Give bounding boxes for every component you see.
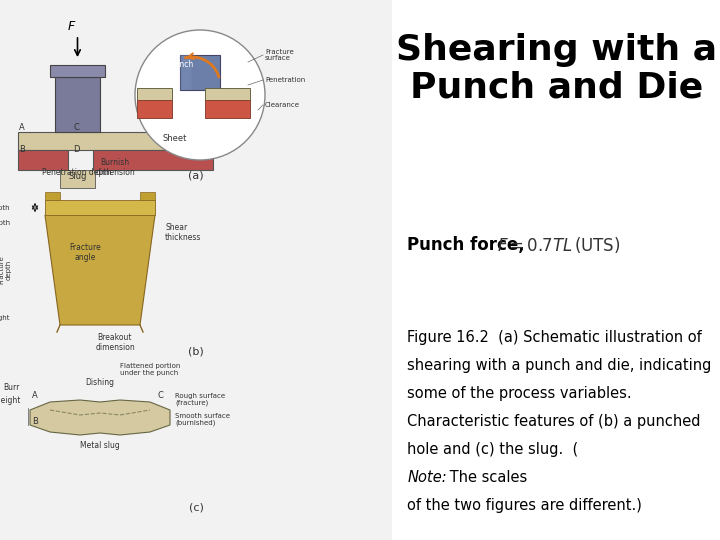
Bar — [184, 55, 188, 90]
Text: B: B — [19, 145, 25, 154]
Text: Burr: Burr — [4, 383, 20, 392]
Text: The scales: The scales — [446, 470, 528, 485]
Text: Burr height: Burr height — [0, 315, 10, 321]
Bar — [60, 170, 95, 188]
Text: Flattened portion
under the punch: Flattened portion under the punch — [120, 363, 181, 376]
Bar — [45, 192, 60, 200]
Text: Burr height: Burr height — [0, 396, 20, 405]
Text: Punch and Die: Punch and Die — [410, 71, 703, 105]
Text: D: D — [73, 145, 79, 154]
Text: hole and (c) the slug.  (: hole and (c) the slug. ( — [408, 442, 579, 457]
Text: (c): (c) — [189, 502, 204, 512]
Text: Burnish depth: Burnish depth — [0, 220, 10, 226]
Text: Dishing: Dishing — [86, 378, 114, 387]
Bar — [180, 55, 184, 90]
Bar — [50, 65, 105, 77]
Text: Rollover depth: Rollover depth — [0, 205, 10, 211]
Text: A: A — [19, 123, 24, 132]
Text: Fracture
depth: Fracture depth — [0, 255, 12, 285]
Bar — [205, 100, 250, 118]
Text: Punch force,: Punch force, — [408, 236, 525, 254]
Bar — [137, 88, 172, 100]
Text: Breakout
dimension: Breakout dimension — [95, 333, 135, 352]
Bar — [205, 88, 250, 100]
Bar — [18, 150, 68, 170]
Text: Penetration: Penetration — [265, 77, 305, 83]
Text: Note:: Note: — [408, 470, 447, 485]
Text: $F = 0.7TL\,(\mathrm{UTS})$: $F = 0.7TL\,(\mathrm{UTS})$ — [498, 235, 621, 255]
Text: some of the process variables.: some of the process variables. — [408, 386, 632, 401]
Text: Smooth surface
(burnished): Smooth surface (burnished) — [175, 413, 230, 427]
Text: Clearance: Clearance — [265, 102, 300, 108]
Bar — [182, 55, 186, 90]
Text: Punch: Punch — [171, 60, 194, 69]
Text: of the two figures are different.): of the two figures are different.) — [408, 498, 642, 514]
Bar — [186, 55, 190, 90]
Text: Burnish
dimension: Burnish dimension — [95, 158, 135, 177]
Bar — [180, 55, 220, 90]
Text: B: B — [32, 417, 38, 426]
Circle shape — [135, 30, 265, 160]
Text: Fracture
surface: Fracture surface — [265, 49, 294, 62]
Polygon shape — [45, 215, 155, 325]
Text: A: A — [32, 391, 37, 400]
Bar — [188, 55, 192, 90]
Text: Shear
thickness: Shear thickness — [165, 222, 202, 242]
Text: Slug: Slug — [68, 172, 86, 181]
Text: C: C — [158, 391, 164, 400]
Bar — [18, 132, 195, 150]
Text: F: F — [68, 20, 75, 33]
Bar — [55, 77, 100, 132]
Text: Sheet: Sheet — [163, 134, 187, 143]
Bar — [93, 150, 213, 170]
Text: Metal slug: Metal slug — [80, 441, 120, 450]
Text: Shearing with a: Shearing with a — [395, 33, 717, 67]
Text: C: C — [73, 123, 79, 132]
Text: (a): (a) — [189, 170, 204, 180]
Polygon shape — [30, 400, 170, 435]
Text: Penetration depth: Penetration depth — [42, 168, 112, 177]
Bar — [140, 192, 155, 200]
Text: Characteristic features of (b) a punched: Characteristic features of (b) a punched — [408, 414, 701, 429]
Text: Figure 16.2  (a) Schematic illustration of: Figure 16.2 (a) Schematic illustration o… — [408, 330, 702, 345]
Text: (b): (b) — [189, 347, 204, 357]
Text: Rough surface
(fracture): Rough surface (fracture) — [175, 393, 225, 407]
Bar — [45, 200, 155, 215]
Text: Fracture
angle: Fracture angle — [69, 242, 101, 262]
Bar — [137, 100, 172, 118]
Bar — [0, 0, 392, 540]
Text: shearing with a punch and die, indicating: shearing with a punch and die, indicatin… — [408, 358, 712, 373]
